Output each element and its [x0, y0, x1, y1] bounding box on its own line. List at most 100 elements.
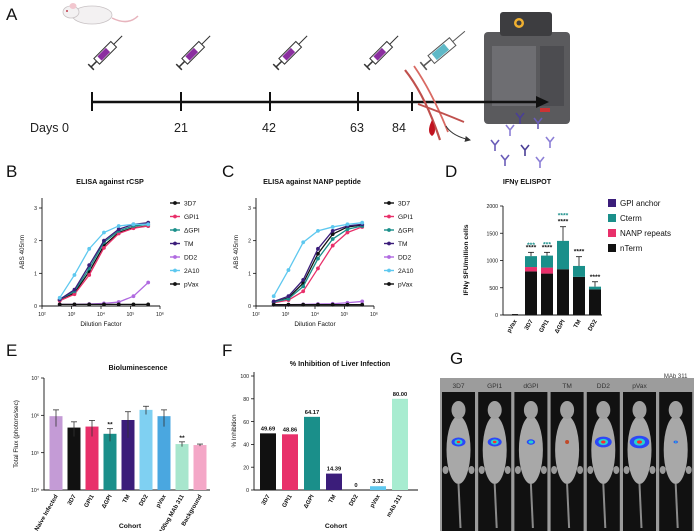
x-axis-label: Dilution Factor: [80, 321, 122, 328]
data-point-GPI1: [72, 292, 77, 297]
y-tick-label: 500: [489, 286, 498, 292]
mouse-body-icon: [555, 416, 580, 484]
bar-TM: [121, 419, 135, 490]
category-label: 3D7: [524, 318, 535, 331]
x-ticks: 10² 10³ 10⁴ 10⁵ 10⁶: [252, 306, 378, 318]
legend-label: TM: [184, 241, 194, 248]
legend-label: pVax: [398, 281, 413, 288]
legend-label: GPI1: [184, 214, 199, 221]
legend-marker: [387, 228, 391, 232]
series-group: [57, 220, 151, 307]
x-axis-label: Dilution Factor: [294, 321, 336, 328]
data-point-pVax: [316, 302, 320, 307]
bar-pVax: [370, 486, 386, 490]
y-axis-label: IFNγ SFU/million cells: [463, 224, 470, 295]
category-label: mAb 311: [386, 493, 404, 518]
value-label: 48.86: [283, 427, 298, 433]
significance-label: **: [107, 422, 113, 429]
category-label: TM: [122, 494, 132, 505]
bar-segment-nTerm: [557, 269, 569, 315]
y-tick-label: 2: [248, 239, 251, 245]
mouse-paw-icon: [504, 466, 511, 474]
data-point-pVax: [116, 302, 121, 307]
y-tick-label: 0: [34, 304, 37, 310]
legend-label: ΔGPI: [184, 227, 200, 234]
data-point-GPI1: [330, 243, 335, 248]
legend-swatch: [608, 199, 616, 207]
data-point-DD2: [146, 280, 151, 285]
bar-ΔGPI: [103, 433, 117, 490]
data-point-ΔGPI: [286, 296, 291, 301]
y-axis-label: % Inhibition: [231, 414, 238, 447]
x-tick-label: 10⁴: [311, 312, 319, 318]
data-point-3D7: [316, 251, 320, 256]
data-point-GPI1: [116, 231, 121, 236]
bar-3D7: [67, 427, 81, 490]
bar-segment-Cterm: [557, 240, 569, 270]
mouse-paw-icon: [587, 466, 594, 474]
data-point-GPI1: [102, 245, 106, 250]
blood-drop-icon: [429, 120, 435, 136]
series-line-ΔGPI: [273, 225, 363, 303]
panel-b-elisa-rcsp: ELISA against rCSP ABS 405nm Dilution Fa…: [19, 177, 200, 328]
syringe-icon: [272, 35, 308, 71]
bar-segment-nTerm: [541, 273, 553, 315]
image-label: 3D7: [452, 383, 464, 390]
challenge-syringe-icon: [419, 30, 466, 71]
bar-segment-nTerm: [589, 289, 601, 315]
data-point-pVax: [360, 302, 365, 307]
y-tick-label: 2000: [486, 204, 498, 210]
significance-label: **: [179, 435, 185, 442]
legend-marker: [387, 214, 391, 219]
x-tick-label: 10⁶: [370, 312, 378, 318]
significance-label: ****: [590, 274, 601, 281]
bar-segment-NANP repeats: [541, 267, 553, 274]
value-label: 3.32: [372, 479, 383, 485]
mouse-head-icon: [560, 401, 575, 419]
y-tick-label: 3: [248, 206, 251, 212]
y-tick-label: 0: [248, 304, 251, 310]
bar-segment-NANP repeats: [525, 267, 537, 272]
mouse-head-icon: [487, 401, 502, 419]
panel-letter-b: B: [6, 162, 17, 181]
bars-group: pVax 3D7****GPI1****ΔGPI****TM****DD2****…: [507, 213, 601, 335]
category-label: ΔGPI: [554, 319, 567, 335]
significance-label: ****: [558, 219, 569, 226]
category-label: DD2: [349, 493, 361, 507]
category-label: GPI1: [84, 493, 96, 508]
data-point-pVax: [330, 302, 335, 307]
data-point-DD2: [360, 299, 365, 304]
mouse-tail-icon: [602, 483, 607, 529]
panel-letter-e: E: [6, 341, 17, 360]
x-axis-label: Cohort: [119, 523, 142, 530]
mouse-tail-icon: [404, 69, 442, 141]
panel-letter-f: F: [222, 341, 232, 360]
image-label: MAb 311: [664, 374, 688, 380]
category-label: TM: [573, 319, 583, 330]
day-label-42: 42: [262, 121, 276, 135]
y-tick-label: 100: [240, 374, 249, 380]
legend-swatch: [608, 214, 616, 222]
bars-group: Naive Infected 3D7 GPI1 ΔGPI**TM DD2 pVax100u…: [34, 405, 207, 531]
y-ticks: 0 20 40 60 80 100: [240, 374, 254, 494]
mouse-tail-icon: [493, 483, 498, 529]
luminescence-signal: [636, 440, 643, 444]
bar-Naive Infected: [49, 416, 63, 490]
data-point-TM: [301, 277, 306, 282]
category-label: DD2: [588, 318, 600, 332]
data-point-2A10: [87, 246, 92, 251]
legend-marker: [387, 282, 391, 286]
bar-GPI1: [85, 426, 99, 490]
mouse-body-icon: [663, 416, 688, 484]
chart-title: ELISA against NANP peptide: [263, 177, 361, 186]
x-tick-label: 10⁴: [97, 312, 105, 318]
mouse-body-icon: [446, 416, 471, 484]
y-tick-label: 10⁵: [31, 451, 39, 457]
data-point-ΔGPI: [330, 237, 335, 241]
panel-letter-c: C: [222, 162, 234, 181]
image-label: dGPI: [523, 383, 538, 390]
image-label: TM: [562, 383, 572, 390]
data-point-2A10: [330, 225, 335, 229]
mouse-paw-icon: [623, 466, 630, 474]
